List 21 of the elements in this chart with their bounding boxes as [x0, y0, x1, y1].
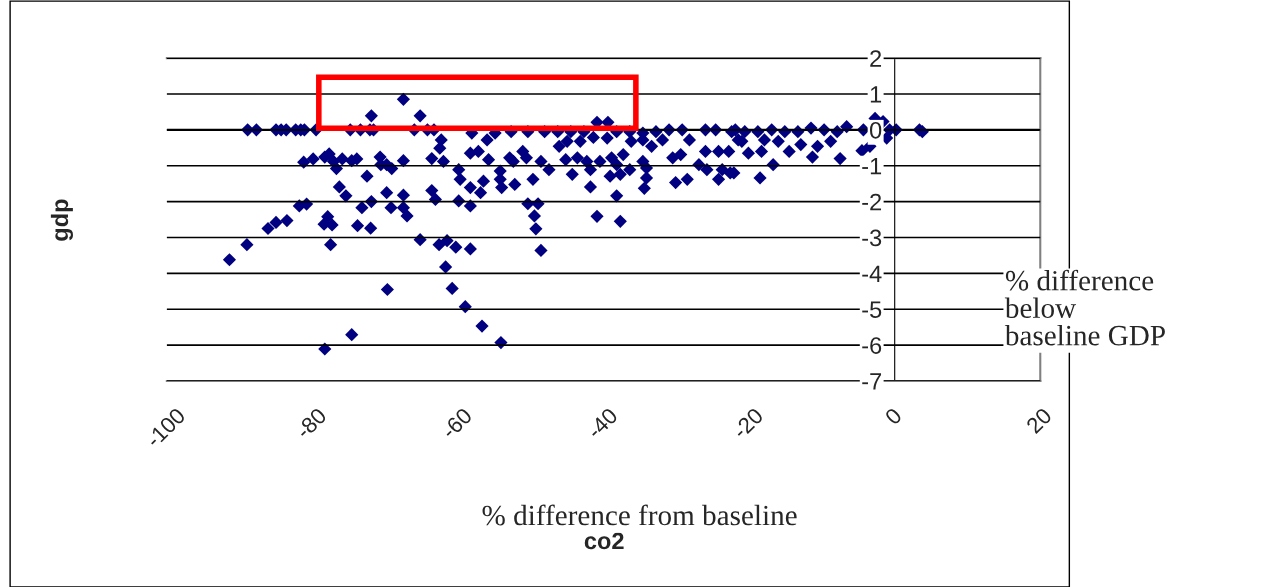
x-axis-title: co2 [584, 532, 624, 550]
y-tick-label: -4 [862, 265, 882, 282]
x-tick-label: -80 [294, 406, 328, 440]
y-axis-title: gdp [50, 199, 73, 241]
x-tick-label: -100 [144, 406, 187, 449]
x-tick-label: 0 [884, 406, 903, 426]
y-tick-label: -7 [862, 373, 882, 390]
y-tick-label: -6 [862, 337, 882, 354]
y-tick-label: -1 [862, 158, 882, 175]
x-tick-label: 20 [1025, 406, 1053, 435]
x-tick-label: -60 [440, 406, 473, 440]
y-tick-label: -3 [862, 229, 882, 247]
y-tick-label: 1 [870, 86, 882, 103]
x-tick-label: -40 [585, 406, 619, 440]
y-tick-label: -5 [862, 301, 882, 319]
x-tick-label: -20 [731, 406, 765, 440]
annotation: % difference below baseline GDP [1004, 269, 1165, 346]
y-tick-label: 0 [869, 121, 882, 139]
y-tick-label: 2 [870, 50, 882, 67]
y-tick-label: -2 [862, 193, 882, 211]
text: % difference from baseline [482, 504, 797, 526]
